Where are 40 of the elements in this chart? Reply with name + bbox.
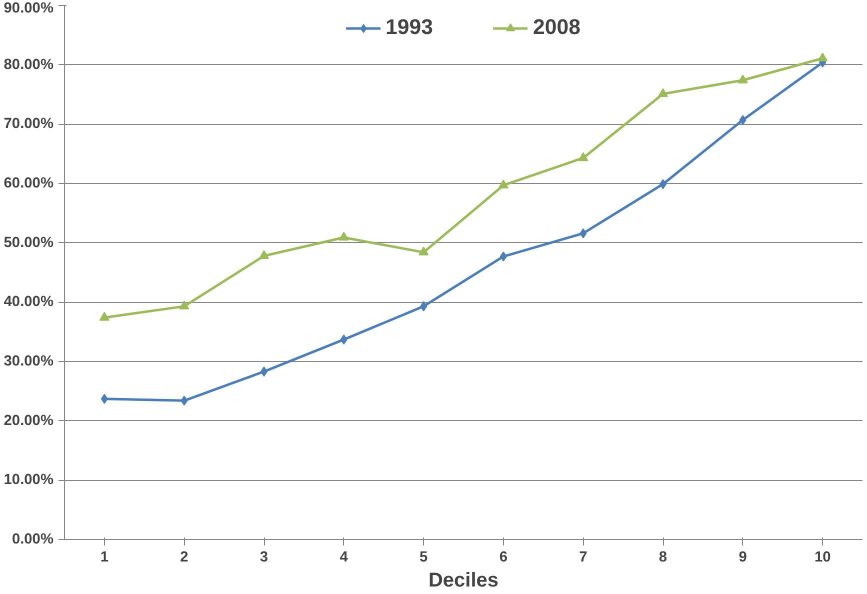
y-tick-label: 50.00% — [4, 234, 54, 251]
point — [658, 88, 668, 98]
point — [180, 396, 188, 406]
point — [500, 251, 507, 262]
point — [498, 180, 508, 188]
y-tick-label: 30.00% — [4, 354, 54, 370]
x-tick-label: 9 — [738, 550, 747, 566]
y-tick-label: 90.00% — [4, 0, 54, 16]
point — [739, 115, 746, 126]
point — [738, 74, 748, 84]
legend-label: 1993 — [386, 15, 433, 40]
y-tick-label: 10.00% — [4, 472, 54, 488]
point — [578, 152, 588, 162]
point — [99, 312, 110, 321]
x-tick-label: 4 — [340, 550, 349, 566]
y-tick-label: 70.00% — [4, 116, 54, 132]
x-tick-label: 10 — [814, 550, 831, 566]
y-tick-label: 60.00% — [4, 176, 54, 192]
point — [338, 232, 349, 241]
point — [418, 246, 429, 256]
point — [259, 250, 269, 259]
x-axis-title: Deciles — [428, 570, 499, 592]
x-tick-label: 1 — [100, 550, 108, 566]
y-tick-label: 20.00% — [4, 412, 54, 429]
x-tick-label: 3 — [260, 550, 268, 566]
y-tick-label: 0.00% — [12, 532, 54, 548]
point — [100, 394, 108, 404]
point — [580, 228, 587, 238]
x-tick-label: 8 — [658, 550, 668, 566]
y-tick-label: 80.00% — [4, 56, 54, 73]
x-tick-label: 6 — [499, 550, 508, 566]
point — [420, 301, 428, 312]
x-tick-label: 7 — [579, 550, 588, 566]
x-tick-label: 5 — [420, 550, 428, 566]
legend-label: 2008 — [533, 15, 580, 40]
x-tick-label: 2 — [180, 550, 188, 566]
point — [818, 52, 828, 62]
y-tick-label: 40.00% — [4, 294, 54, 310]
point — [179, 300, 190, 310]
point — [340, 334, 348, 345]
